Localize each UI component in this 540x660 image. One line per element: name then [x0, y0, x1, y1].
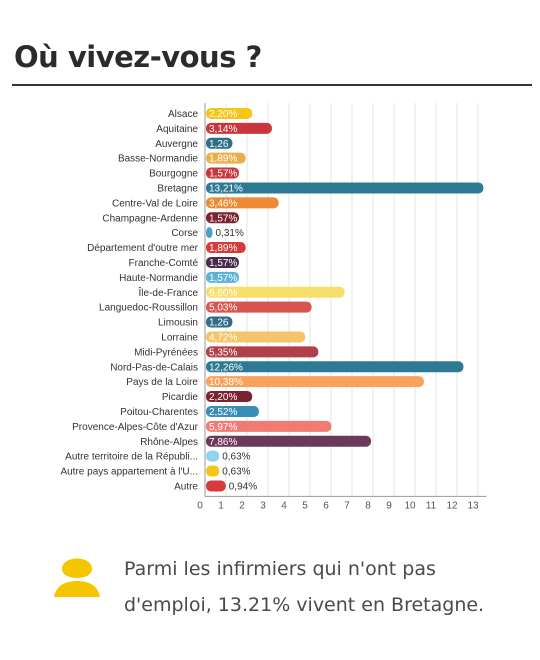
data-label: 2,52% [209, 407, 237, 418]
data-label: 12,26% [209, 362, 243, 373]
data-label: 0,94% [229, 481, 257, 492]
bar [206, 376, 424, 388]
bar [206, 286, 345, 298]
bar [206, 256, 239, 268]
x-tick-label: 8 [365, 500, 371, 511]
data-label: 1,57% [209, 258, 237, 269]
x-tick-label: 2 [239, 500, 245, 511]
category-label: Corse [171, 228, 198, 239]
category-label: Midi-Pyrénées [134, 347, 198, 358]
bar [206, 182, 484, 194]
category-label: Franche-Comté [129, 258, 199, 269]
category-label: Champagne-Ardenne [102, 213, 198, 224]
category-label: Provence-Alpes-Côte d'Azur [72, 422, 199, 433]
x-tick-label: 4 [281, 500, 287, 511]
bar [206, 227, 213, 239]
data-label: 2,20% [209, 392, 237, 403]
bar [206, 122, 272, 134]
callout: Parmi les infirmiers qui n'ont pas d'emp… [52, 545, 512, 625]
data-label: 0,63% [222, 452, 250, 463]
bar [206, 361, 464, 373]
category-label: Poitou-Charentes [120, 407, 198, 418]
data-label: 6,60% [209, 288, 237, 299]
category-label: Aquitaine [156, 124, 198, 135]
category-label: Autre pays appartement à l'U... [60, 467, 198, 478]
data-label: 13,21% [209, 183, 243, 194]
x-tick-label: 6 [323, 500, 329, 511]
bar [206, 331, 306, 343]
bar [206, 420, 332, 432]
callout-text: Parmi les infirmiers qui n'ont pas d'emp… [124, 558, 485, 616]
category-label: Limousin [158, 318, 198, 329]
category-label: Autre territoire de la Républi... [65, 452, 198, 463]
x-tick-label: 13 [467, 500, 479, 511]
person-icon [54, 558, 100, 597]
bar [206, 107, 253, 119]
category-label: Lorraine [161, 332, 198, 343]
data-label: 3,14% [209, 124, 237, 135]
category-label: Auvergne [155, 139, 198, 150]
category-label: Basse-Normandie [118, 154, 198, 165]
bar [206, 405, 259, 417]
bar [206, 271, 239, 283]
data-label: 2,20% [209, 109, 237, 120]
bar [206, 197, 279, 209]
bar [206, 316, 233, 328]
data-label: 1,89% [209, 243, 237, 254]
bar [206, 346, 319, 358]
x-tick-label: 7 [344, 500, 350, 511]
data-label: 1,89% [209, 154, 237, 165]
data-label: 1,57% [209, 169, 237, 180]
x-tick-label: 3 [260, 500, 266, 511]
data-label: 5,97% [209, 422, 237, 433]
data-label: 5,03% [209, 303, 237, 314]
data-label: 10,38% [209, 377, 243, 388]
data-label: 1,26 [209, 318, 229, 329]
category-label: Haute-Normandie [119, 273, 198, 284]
data-label: 5,35% [209, 347, 237, 358]
data-label: 1,57% [209, 213, 237, 224]
x-tick-label: 5 [302, 500, 308, 511]
bar [206, 152, 246, 164]
data-label: 1,57% [209, 273, 237, 284]
category-label: Nord-Pas-de-Calais [110, 362, 198, 373]
category-label: Bretagne [157, 183, 198, 194]
x-tick-label: 0 [197, 500, 203, 511]
category-label: Bourgogne [149, 169, 198, 180]
x-tick-label: 1 [218, 500, 224, 511]
bar [206, 391, 253, 403]
x-tick-label: 11 [426, 500, 437, 511]
data-label: 3,46% [209, 198, 237, 209]
bar [206, 242, 246, 254]
page-title: Où vivez-vous ? [14, 40, 262, 74]
bar [206, 301, 312, 313]
x-tick-label: 9 [386, 500, 392, 511]
x-tick-label: 12 [446, 500, 458, 511]
category-label: Picardie [162, 392, 199, 403]
bar [206, 167, 239, 179]
bar [206, 450, 220, 462]
bar [206, 480, 226, 492]
bar [206, 435, 372, 447]
bar [206, 465, 220, 477]
data-label: 1,26 [209, 139, 229, 150]
x-tick-label: 10 [404, 500, 416, 511]
category-label: Languedoc-Roussillon [99, 303, 198, 314]
category-label: Rhône-Alpes [140, 437, 198, 448]
data-label: 4,72% [209, 332, 237, 343]
bar [206, 212, 239, 224]
data-label: 0,31% [216, 228, 244, 239]
data-label: 0,63% [222, 467, 250, 478]
category-label: Pays de la Loire [126, 377, 198, 388]
title-divider [12, 84, 532, 86]
category-label: Alsace [168, 109, 198, 120]
category-label: Centre-Val de Loire [112, 198, 198, 209]
category-label: Autre [174, 481, 198, 492]
data-label: 7,86% [209, 437, 237, 448]
category-label: Département d'outre mer [87, 243, 199, 254]
bar [206, 137, 233, 149]
category-label: Île-de-France [138, 286, 199, 299]
